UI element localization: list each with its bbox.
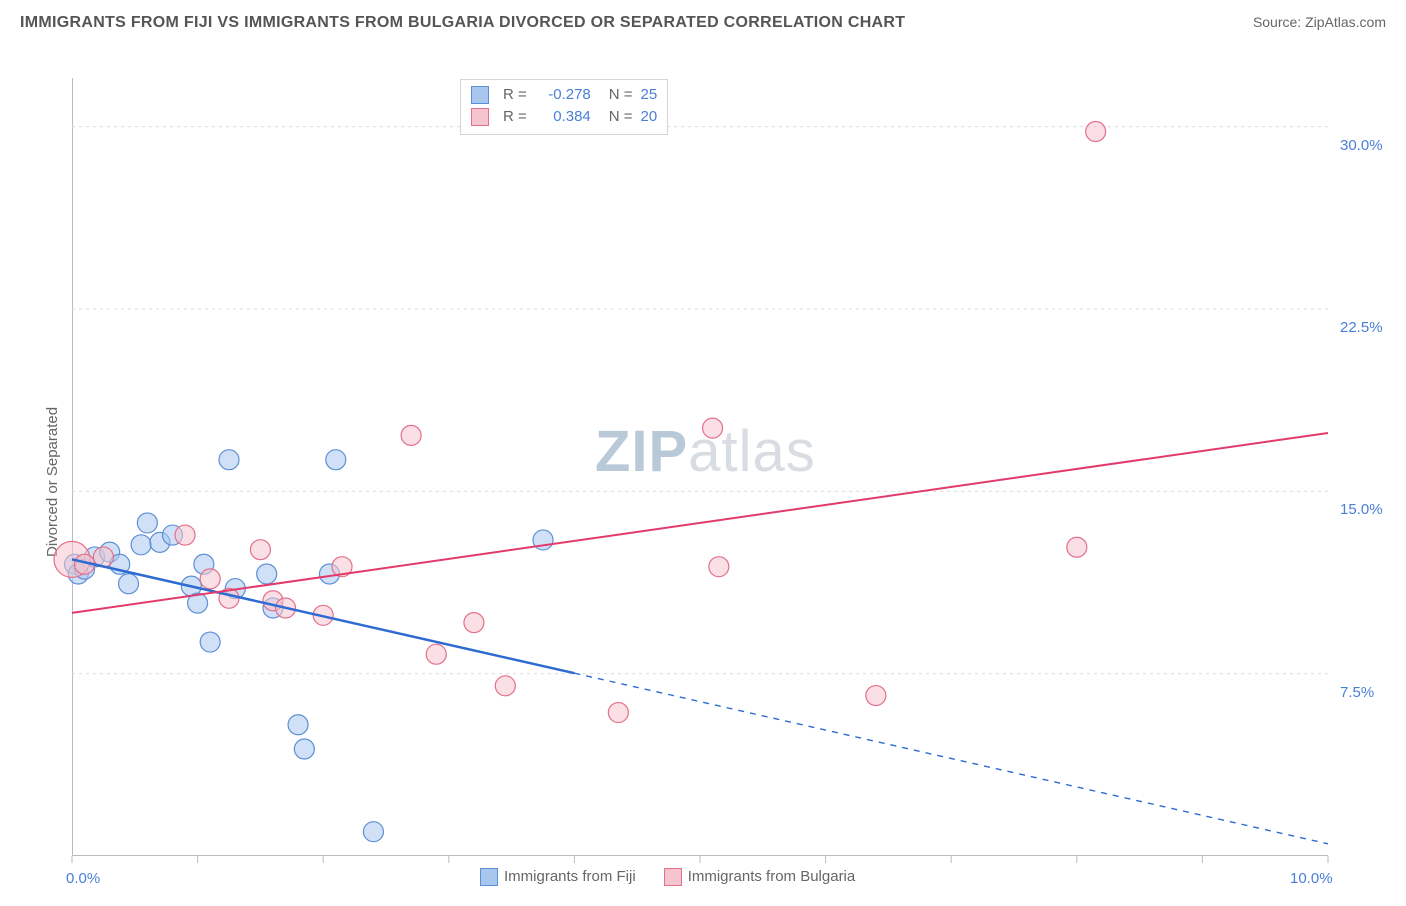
legend-swatch	[471, 108, 489, 126]
stats-legend-row: R = -0.278 N = 25	[471, 84, 657, 106]
stats-legend-row: R = 0.384 N = 20	[471, 106, 657, 128]
y-axis-label: Divorced or Separated	[44, 407, 61, 557]
stat-n-value: 20	[641, 106, 658, 128]
x-tick-label: 10.0%	[1290, 870, 1333, 887]
y-tick-label: 7.5%	[1340, 684, 1374, 701]
y-tick-label: 30.0%	[1340, 137, 1383, 154]
stat-r-value: 0.384	[535, 106, 591, 128]
legend-swatch	[480, 868, 498, 886]
x-tick-label: 0.0%	[66, 870, 100, 887]
stat-n-label: N =	[609, 84, 633, 106]
legend-label: Immigrants from Bulgaria	[688, 868, 856, 885]
source-attribution: Source: ZipAtlas.com	[1253, 14, 1386, 30]
y-tick-label: 22.5%	[1340, 319, 1383, 336]
legend-swatch	[664, 868, 682, 886]
legend-item: Immigrants from Fiji	[480, 868, 636, 886]
chart-title: IMMIGRANTS FROM FIJI VS IMMIGRANTS FROM …	[20, 14, 905, 32]
stat-r-label: R =	[503, 84, 527, 106]
stat-n-label: N =	[609, 106, 633, 128]
legend-swatch	[471, 86, 489, 104]
stats-legend: R = -0.278 N = 25 R = 0.384 N = 20	[460, 79, 668, 135]
legend-label: Immigrants from Fiji	[504, 868, 636, 885]
legend-item: Immigrants from Bulgaria	[664, 868, 856, 886]
series-legend: Immigrants from Fiji Immigrants from Bulg…	[480, 868, 855, 886]
stat-r-label: R =	[503, 106, 527, 128]
y-tick-label: 15.0%	[1340, 501, 1383, 518]
stat-r-value: -0.278	[535, 84, 591, 106]
stat-n-value: 25	[641, 84, 658, 106]
